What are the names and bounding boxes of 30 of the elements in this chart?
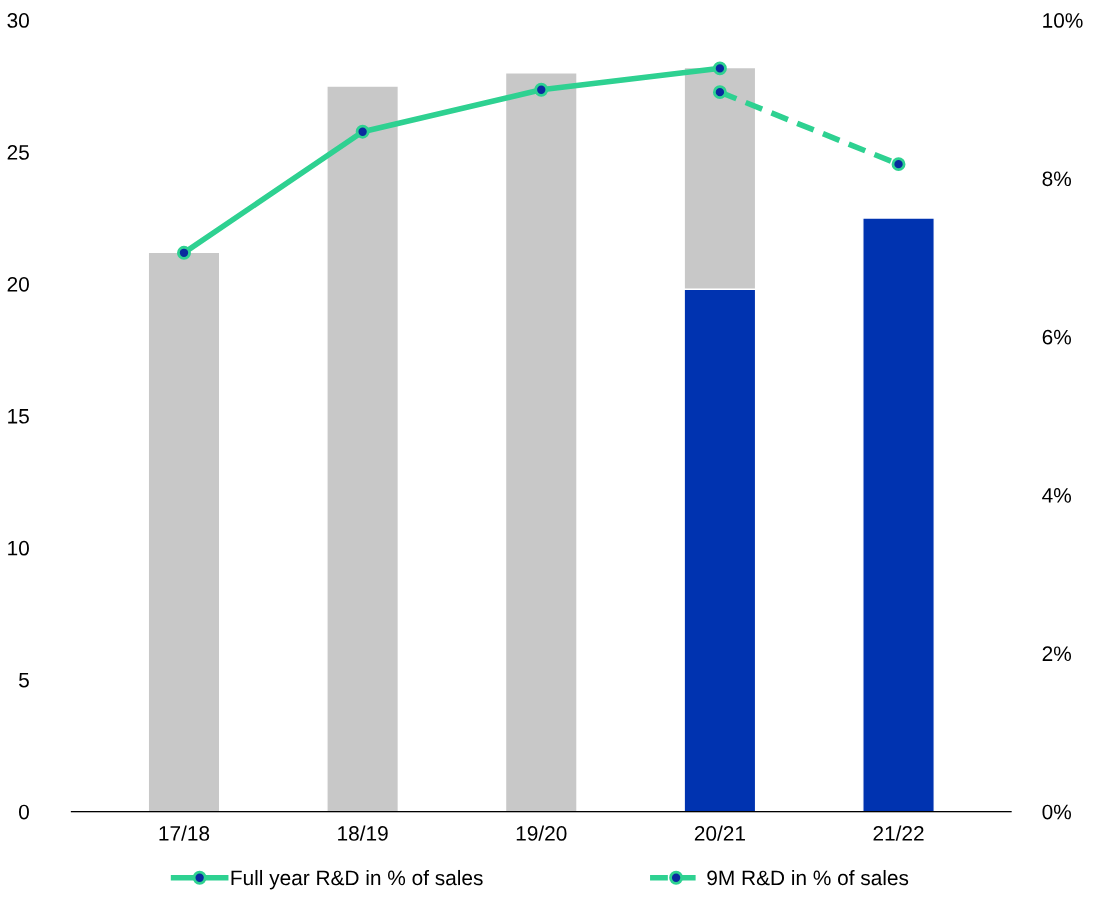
x-tick-label: 20/21 (694, 825, 745, 841)
y2-tick-label: 6% (1042, 329, 1072, 345)
y2-tick-label: 0% (1042, 804, 1072, 820)
point (355, 124, 370, 139)
bar (862, 217, 935, 812)
point (712, 85, 727, 100)
y-tick-label: 10 (8, 540, 29, 556)
y-tick-label: 0 (19, 804, 29, 820)
point (891, 157, 906, 172)
x-tick-label: 17/18 (159, 825, 210, 841)
y-tick-label: 30 (7, 13, 29, 28)
y-tick-label: 15 (8, 409, 29, 424)
x-tick-label: 18/19 (338, 825, 388, 841)
y2-tick-label: 4% (1042, 488, 1072, 503)
bar (326, 85, 400, 812)
y-tick-label: 20 (7, 276, 29, 292)
y2-tick-label: 2% (1042, 646, 1072, 661)
y-tick-label: 5 (19, 672, 29, 688)
legend-label: Full year R&D in % of sales (231, 869, 483, 890)
bar (147, 251, 221, 812)
bar (504, 72, 578, 812)
point (177, 245, 191, 260)
y-tick-label: 25 (7, 145, 29, 160)
y2-tick-label: 10% (1043, 13, 1083, 28)
point (712, 61, 727, 76)
legend-label: 9M R&D in % of sales (707, 869, 909, 886)
x-tick-label: 21/22 (873, 825, 924, 841)
y2-tick-label: 8% (1042, 171, 1072, 187)
point (534, 82, 549, 97)
x-tick-label: 19/20 (516, 825, 567, 841)
